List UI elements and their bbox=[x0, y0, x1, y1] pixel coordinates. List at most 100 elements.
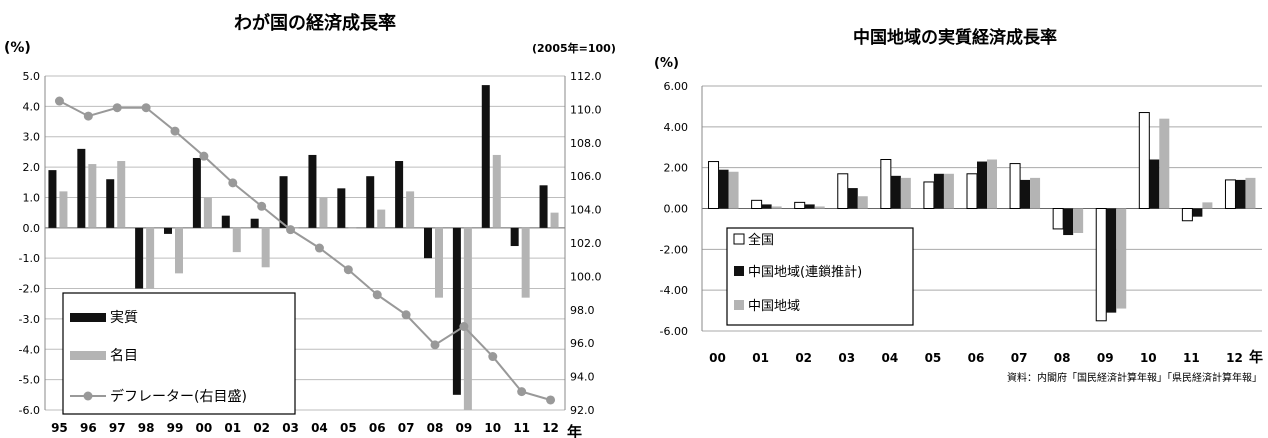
chart1-y-tick: 4.0 bbox=[23, 100, 41, 113]
chart1-bar-meimoku bbox=[319, 197, 328, 228]
chart1-y-tick: 5.0 bbox=[23, 70, 41, 83]
chart2-y-tick: -4.00 bbox=[660, 284, 688, 297]
chart2-bar-series-1 bbox=[1192, 208, 1203, 217]
chart2-bar-series-0 bbox=[1181, 208, 1193, 222]
chart1-y-tick: -4.0 bbox=[19, 343, 40, 356]
chart1-bar-jisshitsu bbox=[77, 148, 86, 228]
chart1-bar-jisshitsu bbox=[452, 227, 461, 395]
chart1-deflator-point bbox=[54, 96, 64, 106]
chart1-y2-tick: 92.0 bbox=[570, 404, 595, 417]
chart2-bar-series-0 bbox=[1224, 179, 1236, 210]
chart1-bar-jisshitsu bbox=[135, 227, 144, 289]
chart2-bar-series-0 bbox=[794, 201, 806, 209]
chart1-y-tick: -5.0 bbox=[19, 374, 40, 387]
chart1-y2-tick: 102.0 bbox=[570, 237, 602, 250]
chart2-bar-series-1 bbox=[847, 188, 858, 209]
chart1-x-tick: 10 bbox=[484, 421, 501, 435]
chart1-bar-meimoku bbox=[492, 154, 501, 228]
chart1-xunit: 年 bbox=[567, 423, 582, 438]
chart1-deflator-point bbox=[343, 265, 353, 275]
chart1-x-tick: 05 bbox=[340, 421, 357, 435]
chart2-y-tick: 0.00 bbox=[664, 203, 689, 216]
chart2-bar-series-2 bbox=[1202, 202, 1213, 209]
chart1-legend-swatch-meimoku bbox=[70, 351, 106, 360]
chart2-x-tick: 12 bbox=[1226, 351, 1243, 365]
chart2-x-tick: 07 bbox=[1011, 351, 1028, 365]
chart2-plot: 6.00 4.00 2.00 0.00 -2.00 -4.00 -6.00 00 01 02 03 0… bbox=[660, 80, 1262, 365]
chart2-bar-series-1 bbox=[1106, 208, 1117, 313]
chart1-legend-label-meimoku: 名目 bbox=[110, 348, 138, 364]
chart1-bar-meimoku bbox=[203, 197, 212, 228]
chart1-y2-tick: 96.0 bbox=[570, 337, 595, 350]
chart1-deflator-point bbox=[546, 395, 556, 405]
chart1-plot: 5.0 4.0 3.0 2.0 1.0 0.0 -1.0 -2.0 -3.0 -4.0 -5.0 -6… bbox=[19, 70, 602, 435]
chart1-deflator-point bbox=[459, 322, 469, 331]
chart2-bar-series-2 bbox=[857, 196, 868, 209]
chart2-y-tick: 4.00 bbox=[664, 121, 689, 134]
chart1-deflator-point bbox=[228, 178, 238, 188]
chart2-x-tick: 06 bbox=[968, 351, 985, 365]
chart1-y2-tick: 98.0 bbox=[570, 304, 595, 317]
chart1-y-tick: 1.0 bbox=[23, 191, 41, 204]
chart1-bar-jisshitsu bbox=[424, 227, 432, 259]
chart1-bar-meimoku bbox=[521, 227, 530, 298]
chart2-bar-series-0 bbox=[923, 181, 935, 209]
chart2-x-tick: 08 bbox=[1054, 351, 1071, 365]
chart2-x-tick: 09 bbox=[1097, 351, 1114, 365]
chart1-bar-jisshitsu bbox=[510, 227, 519, 247]
chart1-deflator-point bbox=[141, 103, 151, 113]
chart1-bar-jisshitsu bbox=[164, 227, 172, 234]
chart1-bar-jisshitsu bbox=[481, 85, 490, 228]
chart1-bar-meimoku bbox=[261, 227, 270, 268]
chart1-y2-tick: 112.0 bbox=[570, 70, 602, 83]
chart1-y2-tick: 106.0 bbox=[570, 170, 602, 183]
chart2-bar-series-2 bbox=[1073, 208, 1084, 233]
chart2-bar-series-1 bbox=[890, 175, 901, 209]
chart1-bar-meimoku bbox=[117, 161, 126, 228]
chart1-y-tick: -2.0 bbox=[19, 283, 40, 296]
chart2-x-tick: 04 bbox=[881, 351, 898, 365]
chart2-bar-series-2 bbox=[900, 177, 911, 209]
chart2-bar-series-0 bbox=[1095, 208, 1107, 322]
chart1-bar-jisshitsu bbox=[48, 170, 57, 228]
chart2-bar-series-1 bbox=[804, 204, 815, 209]
chart2-legend-swatch-0 bbox=[733, 233, 745, 245]
chart1-x-tick: 12 bbox=[542, 421, 559, 435]
chart1-bar-jisshitsu bbox=[279, 176, 288, 228]
chart1-y2-tick: 108.0 bbox=[570, 137, 602, 150]
chart2-legend-label-0: 全国 bbox=[748, 232, 774, 248]
chart1-x-tick: 04 bbox=[311, 421, 328, 435]
chart2-bar-series-0 bbox=[1052, 208, 1064, 230]
chart2-bar-series-0 bbox=[880, 159, 892, 209]
chart2-y-tick: -6.00 bbox=[660, 325, 688, 338]
chart2-bar-series-2 bbox=[1030, 177, 1041, 209]
chart1-y2label: (2005年=100) bbox=[532, 41, 616, 55]
chart1-x-tick: 98 bbox=[138, 421, 155, 435]
chart2-bar-series-1 bbox=[933, 173, 944, 209]
chart1-bar-jisshitsu bbox=[539, 185, 548, 228]
chart2-title: 中国地域の実質経済成長率 bbox=[853, 27, 1057, 48]
chart1-bar-jisshitsu bbox=[395, 161, 404, 228]
chart2-legend-swatch-1 bbox=[734, 266, 744, 276]
chart1-bar-jisshitsu bbox=[366, 176, 375, 228]
chart2-bar-series-2 bbox=[1245, 177, 1256, 209]
chart1-x-tick: 07 bbox=[398, 421, 415, 435]
chart1-x-tick: 97 bbox=[109, 421, 126, 435]
chart2-legend-label-1: 中国地域(連鎖推計) bbox=[748, 264, 862, 280]
chart1-y2-tick: 110.0 bbox=[570, 103, 602, 116]
chart2-xunit: 年 bbox=[1249, 349, 1263, 366]
chart2-ylabel: (%) bbox=[654, 56, 679, 71]
chart2-y-tick: -2.00 bbox=[660, 243, 688, 256]
chart1-x-tick: 09 bbox=[456, 421, 473, 435]
chart1-bar-meimoku bbox=[232, 227, 241, 253]
chart2-bar-series-1 bbox=[1149, 159, 1160, 209]
chart1-bar-jisshitsu bbox=[250, 218, 259, 228]
chart1-deflator-point bbox=[517, 387, 527, 397]
chart1-bar-meimoku bbox=[377, 209, 386, 228]
chart2-bar-series-2 bbox=[1116, 208, 1127, 309]
chart2-bar-series-1 bbox=[1235, 179, 1246, 209]
chart2-bar-series-2 bbox=[1159, 118, 1170, 209]
chart1-bar-meimoku bbox=[550, 212, 559, 228]
